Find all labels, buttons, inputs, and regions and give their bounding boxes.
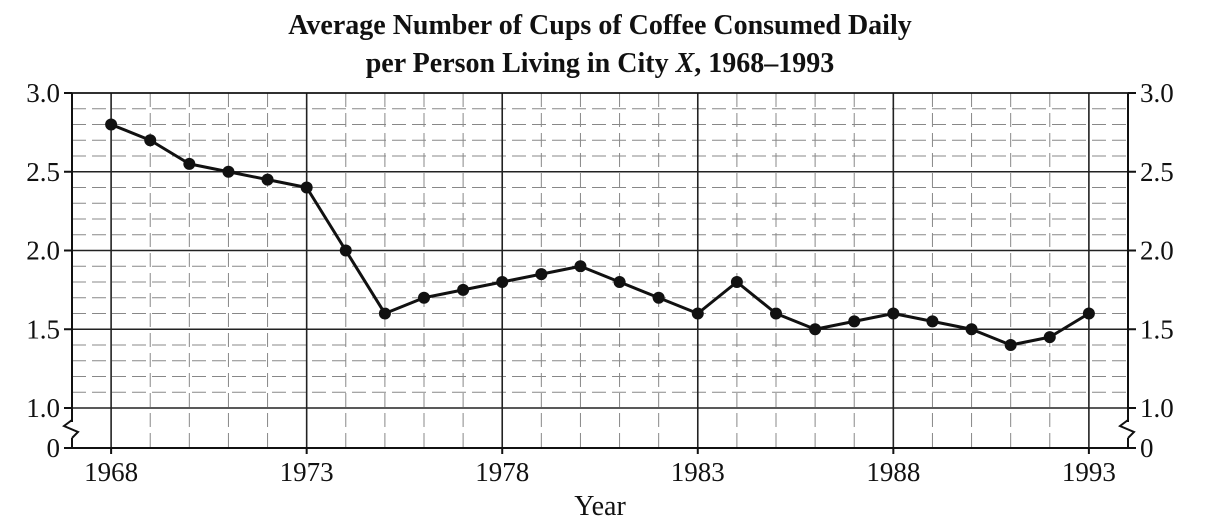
tick-labels: 3.0 3.0 2.5 2.5 2.0 2.0 1.5 1.5 1.0 1.0 0 0 1968 1973… <box>26 78 1174 487</box>
y-tick-label-left: 1.5 <box>26 314 60 344</box>
chart-title-line-2: per Person Living in City X, 1968–1993 <box>366 48 835 79</box>
data-point <box>809 323 822 336</box>
data-point <box>1082 307 1095 320</box>
data-point <box>848 315 861 328</box>
x-tick-label: 1968 <box>84 457 138 487</box>
y-tick-label-right: 2.5 <box>1140 157 1174 187</box>
data-point <box>613 276 626 288</box>
title-prefix: per Person Living in City <box>366 48 676 79</box>
chart-title-line-1: Average Number of Cups of Coffee Consume… <box>288 10 911 41</box>
y-tick-label-left: 3.0 <box>26 78 60 108</box>
data-point <box>770 307 782 320</box>
data-point <box>144 134 157 147</box>
axes <box>62 92 1136 454</box>
x-tick-label: 1978 <box>475 457 529 487</box>
data-point <box>418 291 430 304</box>
data-point <box>378 307 391 320</box>
x-tick-label: 1983 <box>671 457 725 487</box>
series-line <box>110 123 1090 347</box>
data-point <box>261 173 274 186</box>
data-point <box>535 268 548 281</box>
data-point <box>926 315 939 328</box>
y-tick-label-right: 1.5 <box>1140 314 1174 344</box>
data-point <box>222 165 235 178</box>
x-tick-label: 1973 <box>280 457 334 487</box>
data-point <box>965 323 978 336</box>
title-italic-var: X <box>675 48 696 79</box>
left-axis-break <box>62 419 80 439</box>
y-tick-label-right: 3.0 <box>1140 78 1174 108</box>
right-axis-break <box>1118 419 1136 439</box>
x-axis-label: Year <box>574 491 626 522</box>
data-point <box>887 307 900 320</box>
y-tick-label-right: 2.0 <box>1140 236 1174 266</box>
data-series <box>105 118 1095 351</box>
y-tick-label-left: 0 <box>47 433 61 463</box>
grid <box>72 92 1128 448</box>
data-point <box>691 307 704 320</box>
data-point <box>652 291 665 304</box>
y-tick-label-right: 1.0 <box>1140 393 1174 423</box>
y-tick-label-right: 0 <box>1140 433 1154 463</box>
data-point <box>1004 339 1017 351</box>
data-point <box>496 276 509 288</box>
data-point <box>574 260 587 273</box>
y-tick-label-left: 1.0 <box>26 393 60 423</box>
x-tick-label: 1993 <box>1062 457 1116 487</box>
data-point <box>183 157 196 170</box>
y-tick-label-left: 2.0 <box>26 236 60 266</box>
data-point <box>1043 331 1056 344</box>
x-tick-label: 1988 <box>866 457 920 487</box>
data-point <box>300 181 313 194</box>
data-point <box>730 276 743 288</box>
data-point <box>105 118 118 131</box>
title-suffix: , 1968–1993 <box>694 48 834 79</box>
data-point <box>457 283 470 296</box>
y-tick-label-left: 2.5 <box>26 157 60 187</box>
data-point <box>339 244 352 257</box>
